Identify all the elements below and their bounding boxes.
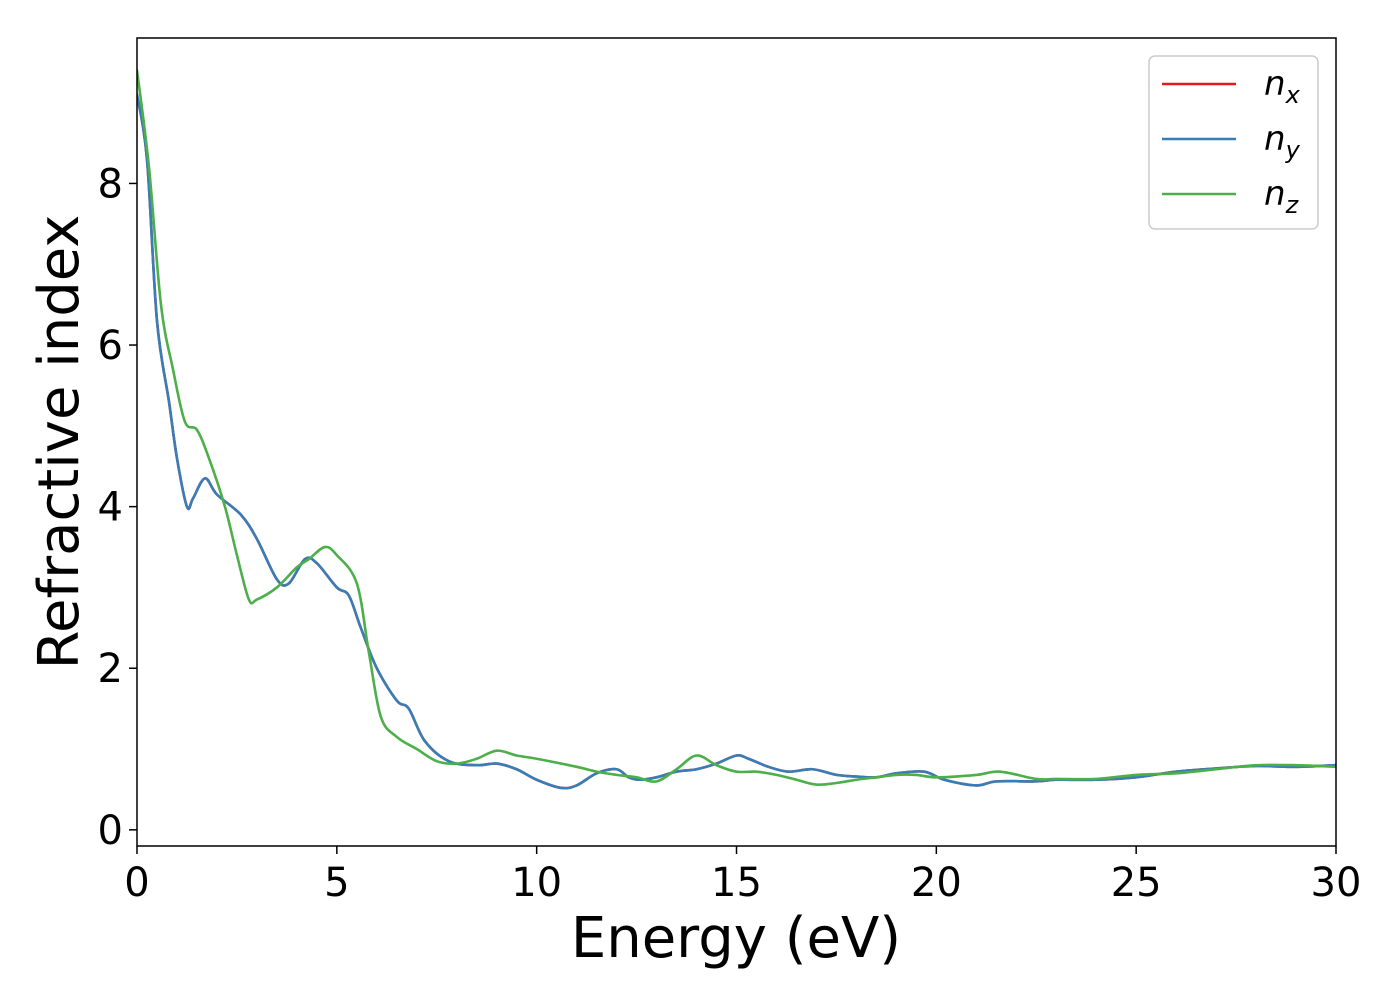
x-axis: 0 5 10 15 20 25 30	[124, 846, 1361, 906]
y-tick-label: 6	[98, 323, 123, 369]
legend: nx ny nz	[1148, 55, 1319, 230]
y-tick-label: 8	[98, 161, 123, 207]
series-layer	[137, 69, 1336, 790]
x-tick-label: 20	[911, 860, 962, 906]
x-tick-label: 15	[711, 860, 762, 906]
legend-label-y: ny	[1264, 119, 1301, 164]
x-tick-label: 30	[1311, 860, 1362, 906]
legend-label-x: nx	[1264, 64, 1301, 109]
x-tick-label: 10	[511, 860, 562, 906]
legend-box	[1148, 55, 1319, 230]
y-axis-title: Refractive index	[27, 215, 92, 670]
series-line-y	[137, 93, 1336, 790]
x-tick-label: 5	[324, 860, 349, 906]
x-tick-label: 25	[1111, 860, 1162, 906]
y-tick-label: 4	[98, 485, 123, 531]
y-axis: 0 2 4 6 8	[98, 161, 137, 854]
y-tick-label: 2	[98, 646, 123, 692]
x-axis-title: Energy (eV)	[571, 906, 901, 971]
y-tick-label: 0	[98, 808, 123, 854]
series-line-z	[137, 69, 1336, 787]
x-tick-label: 0	[124, 860, 149, 906]
legend-label-z: nz	[1264, 174, 1300, 219]
